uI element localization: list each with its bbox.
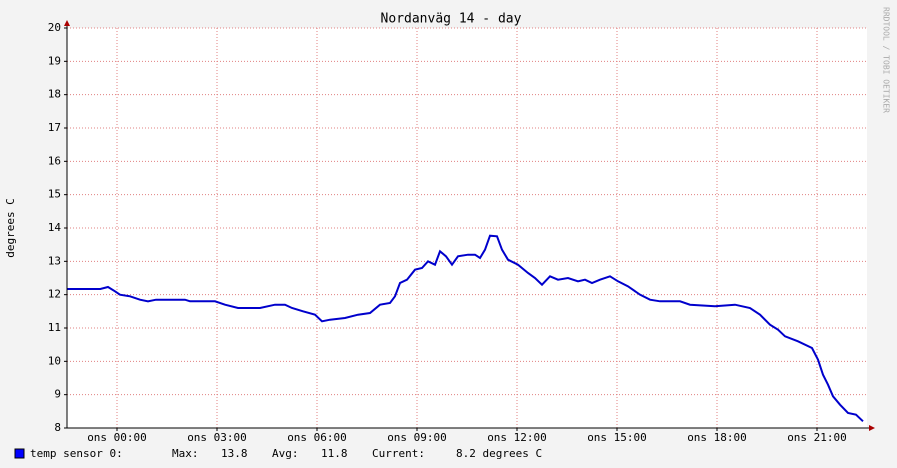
chart-title: Nordanväg 14 - day [381, 12, 522, 27]
x-arrow [869, 425, 875, 431]
stat-value: 8.2 degrees C [456, 447, 542, 460]
y-tick-label: 8 [54, 421, 61, 434]
y-tick-label: 11 [48, 321, 61, 334]
stat-value: 11.8 [321, 447, 348, 460]
line [67, 234, 864, 423]
y-arrow [64, 20, 70, 26]
x-tick-label: ons 03:00 [187, 431, 247, 444]
y-tick-label: 9 [54, 388, 61, 401]
legend-label: temp sensor 0: [30, 447, 123, 460]
y-tick-label: 20 [48, 21, 61, 34]
y-tick-label: 16 [48, 154, 61, 167]
y-tick-label: 13 [48, 254, 61, 267]
legend-swatch [14, 448, 25, 459]
y-tick-label: 14 [48, 221, 62, 234]
y-tick-label: 17 [48, 121, 61, 134]
y-tick-label: 12 [48, 288, 61, 301]
y-axis-label: degrees C [4, 198, 17, 258]
stat-label: Max: [172, 447, 199, 460]
stat-value: 13.8 [221, 447, 248, 460]
x-tick-label: ons 06:00 [287, 431, 347, 444]
stat-label: Current: [372, 447, 425, 460]
stat-label: Avg: [272, 447, 299, 460]
x-tick-label: ons 15:00 [587, 431, 647, 444]
x-tick-label: ons 21:00 [787, 431, 847, 444]
x-tick-label: ons 18:00 [687, 431, 747, 444]
y-tick-label: 15 [48, 188, 61, 201]
credit: RRDTOOL / TOBI OETIKER [882, 7, 891, 113]
y-tick-label: 19 [48, 54, 61, 67]
y-tick-label: 10 [48, 354, 61, 367]
x-tick-label: ons 00:00 [87, 431, 147, 444]
x-tick-label: ons 12:00 [487, 431, 547, 444]
x-tick-label: ons 09:00 [387, 431, 447, 444]
y-tick-label: 18 [48, 88, 61, 101]
